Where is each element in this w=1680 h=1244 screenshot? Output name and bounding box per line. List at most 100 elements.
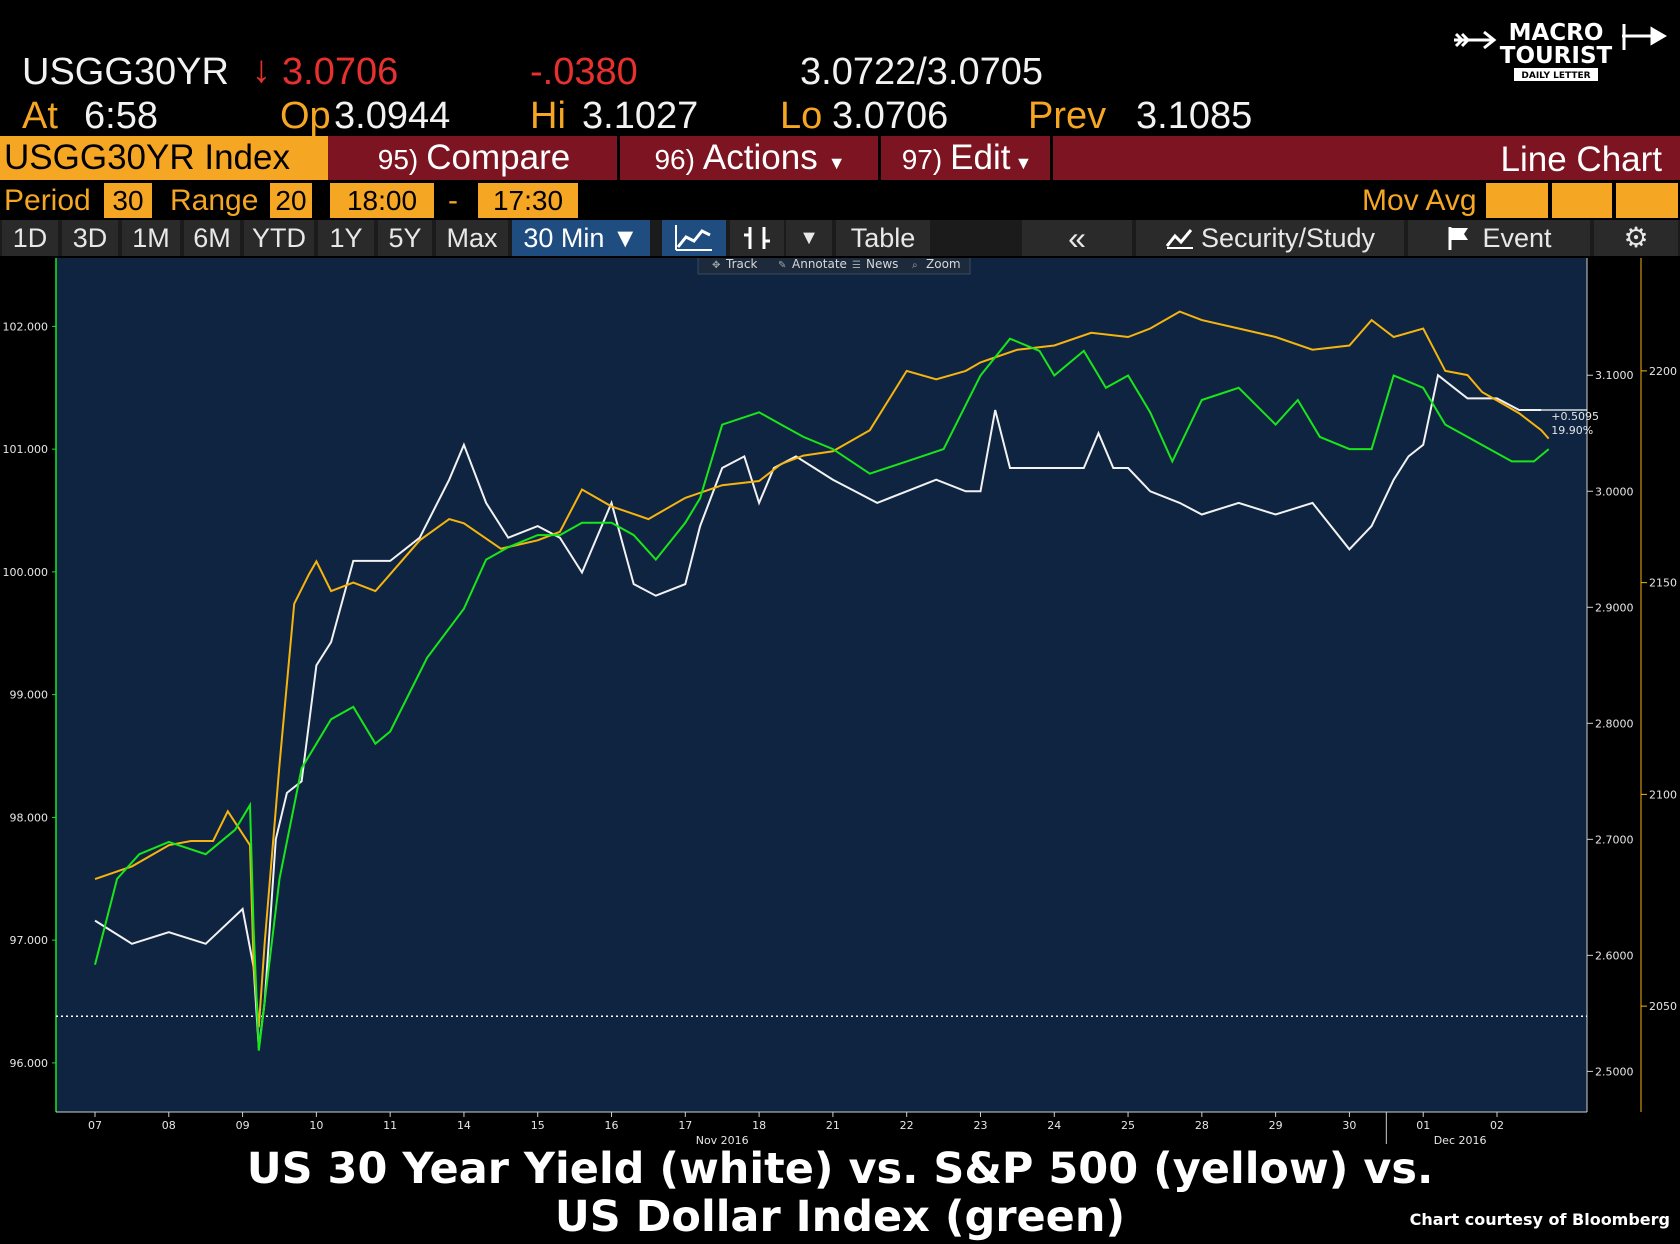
dropdown-arrow-icon: ▼ — [827, 153, 846, 173]
x-axis-label: 22 — [900, 1119, 914, 1132]
tab-ytd[interactable]: YTD — [244, 220, 314, 256]
left-axis-label: 97.000 — [10, 934, 49, 947]
divider — [878, 136, 881, 180]
interval-dropdown[interactable]: 30 Min ▼ — [512, 220, 650, 256]
open-value: 3.0944 — [334, 95, 451, 137]
news-icon: ☰ — [852, 260, 861, 271]
period-label: Period — [4, 184, 91, 217]
x-axis-label: 02 — [1490, 1119, 1504, 1132]
chart-style-dropdown-icon[interactable]: ▼ — [786, 220, 832, 256]
x-axis-label: 28 — [1195, 1119, 1209, 1132]
plot-background — [56, 258, 1587, 1112]
mov-avg-field-2[interactable] — [1552, 183, 1612, 218]
left-axis-label: 102.000 — [3, 320, 49, 333]
x-axis-label: 25 — [1121, 1119, 1135, 1132]
x-axis-label: 24 — [1047, 1119, 1061, 1132]
event-button[interactable]: Event — [1408, 220, 1590, 256]
chart-menu-track[interactable]: Track — [725, 257, 757, 271]
security-study-button[interactable]: Security/Study — [1136, 220, 1404, 256]
x-axis-label: 17 — [678, 1119, 692, 1132]
yield-axis-label: 2.7000 — [1595, 833, 1634, 846]
gear-icon[interactable]: ⚙ — [1594, 220, 1678, 256]
dropdown-arrow-icon: ▼ — [1014, 153, 1033, 173]
chart-credit: Chart courtesy of Bloomberg — [1409, 1210, 1670, 1229]
down-arrow-icon: ↓ — [252, 49, 271, 91]
compare-button[interactable]: 95) Compare — [377, 138, 571, 177]
chart-area[interactable]: 96.000 97.000 98.000 99.000 100.000 101.000 10… — [0, 253, 1680, 1158]
svg-text:MACRO: MACRO — [1509, 20, 1604, 46]
month-label: Dec 2016 — [1434, 1134, 1487, 1147]
x-axis-label: 14 — [457, 1119, 471, 1132]
security-field[interactable]: USGG30YR Index — [0, 136, 328, 180]
tab-3d[interactable]: 3D — [62, 220, 118, 256]
range-field[interactable]: 20 — [270, 183, 312, 218]
month-label: Nov 2016 — [696, 1134, 749, 1147]
bar-chart-icon[interactable] — [730, 220, 784, 256]
left-axis-label: 98.000 — [10, 811, 49, 824]
x-axis-label: 23 — [973, 1119, 987, 1132]
tab-1m[interactable]: 1M — [122, 220, 180, 256]
start-time-field[interactable]: 18:00 — [330, 183, 434, 218]
spx-axis-label: 2150 — [1649, 577, 1677, 590]
left-axis-label: 96.000 — [10, 1057, 49, 1070]
change-annotation: +0.5095 — [1551, 410, 1599, 423]
x-axis-label: 30 — [1342, 1119, 1356, 1132]
svg-text:DAILY LETTER: DAILY LETTER — [1521, 71, 1590, 81]
spx-axis-label: 2050 — [1649, 1000, 1677, 1013]
mov-avg-field-3[interactable] — [1616, 183, 1678, 218]
high-value: 3.1027 — [582, 95, 699, 137]
low-label: Lo — [780, 95, 823, 137]
chart-menu-annotate[interactable]: Annotate — [792, 257, 847, 271]
x-axis-label: 29 — [1269, 1119, 1283, 1132]
chart-menu-zoom[interactable]: Zoom — [926, 257, 961, 271]
yield-axis-label: 2.9000 — [1595, 601, 1634, 614]
at-time: 6:58 — [84, 95, 158, 137]
prev-value: 3.1085 — [1136, 95, 1253, 137]
yield-axis-label: 2.6000 — [1595, 949, 1634, 962]
x-axis-label: 10 — [309, 1119, 323, 1132]
caption-line-2: US Dollar Index (green) — [554, 1192, 1126, 1242]
x-axis-label: 16 — [605, 1119, 619, 1132]
x-axis-label: 18 — [752, 1119, 766, 1132]
range-dash: - — [448, 184, 458, 217]
end-time-field[interactable]: 17:30 — [478, 183, 578, 218]
tab-max[interactable]: Max — [436, 220, 508, 256]
high-label: Hi — [530, 95, 566, 137]
mov-avg-field-1[interactable] — [1486, 183, 1548, 218]
chart-menu-news[interactable]: News — [866, 257, 898, 271]
x-axis-label: 21 — [826, 1119, 840, 1132]
mov-avg-label: Mov Avg — [1362, 184, 1477, 217]
bid-ask: 3.0722/3.0705 — [800, 51, 1044, 93]
spx-axis-label: 2100 — [1649, 788, 1677, 801]
x-axis-label: 08 — [162, 1119, 176, 1132]
tab-1d[interactable]: 1D — [2, 220, 58, 256]
table-button[interactable]: Table — [836, 220, 930, 256]
x-axis-label: 15 — [531, 1119, 545, 1132]
spx-axis-label: 2200 — [1649, 365, 1677, 378]
yield-axis-label: 2.5000 — [1595, 1065, 1634, 1078]
actions-button[interactable]: 96) Actions ▼ — [654, 138, 846, 177]
edit-button[interactable]: 97) Edit ▼ — [901, 138, 1033, 177]
tab-6m[interactable]: 6M — [184, 220, 240, 256]
tab-1y[interactable]: 1Y — [318, 220, 374, 256]
x-axis-label: 07 — [88, 1119, 102, 1132]
at-label: At — [22, 95, 58, 137]
left-axis-label: 101.000 — [3, 443, 49, 456]
left-axis-label: 100.000 — [3, 566, 49, 579]
pct-annotation: 19.90% — [1551, 424, 1593, 437]
chart-type-label[interactable]: Line Chart — [1500, 140, 1662, 179]
yield-axis-label: 2.8000 — [1595, 717, 1634, 730]
period-field[interactable]: 30 — [104, 183, 152, 218]
ticker: USGG30YR — [22, 51, 229, 93]
open-label: Op — [280, 95, 331, 137]
x-axis-label: 11 — [383, 1119, 397, 1132]
back-icon[interactable]: « — [1022, 220, 1132, 256]
tab-5y[interactable]: 5Y — [378, 220, 432, 256]
range-label: Range — [170, 184, 259, 217]
divider — [617, 136, 620, 180]
x-axis-label: 09 — [236, 1119, 250, 1132]
x-axis-label: 01 — [1416, 1119, 1430, 1132]
line-chart-icon[interactable] — [662, 220, 726, 256]
last-price: 3.0706 — [282, 51, 399, 93]
svg-text:TOURIST: TOURIST — [1500, 43, 1613, 69]
